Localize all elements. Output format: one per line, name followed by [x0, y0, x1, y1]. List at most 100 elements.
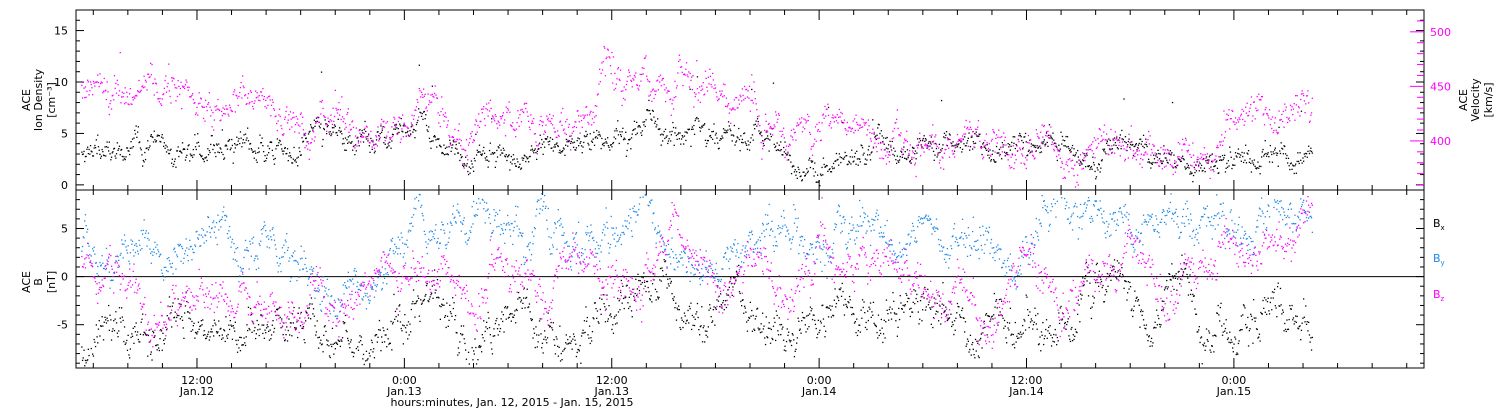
data-point — [214, 322, 216, 324]
data-point — [1128, 133, 1130, 135]
data-point — [1171, 165, 1173, 167]
data-point — [281, 134, 284, 136]
data-point — [1103, 148, 1106, 150]
data-point — [378, 135, 381, 137]
data-point — [754, 329, 756, 331]
data-point — [607, 145, 609, 147]
data-point — [164, 338, 166, 340]
data-point — [923, 135, 925, 137]
data-point — [131, 138, 134, 140]
data-point — [573, 126, 575, 128]
data-point — [959, 314, 961, 316]
data-point — [865, 163, 867, 165]
data-point — [852, 312, 854, 315]
data-point — [1266, 113, 1269, 115]
data-point — [1116, 139, 1119, 142]
data-point — [1178, 158, 1180, 160]
data-point — [128, 354, 130, 356]
data-point — [1203, 157, 1205, 160]
data-point — [557, 130, 559, 132]
data-point — [1218, 156, 1220, 158]
data-point — [242, 344, 244, 346]
data-point — [1169, 153, 1171, 155]
data-point — [848, 126, 851, 128]
data-point — [795, 348, 797, 350]
data-point — [466, 154, 468, 157]
data-point — [313, 119, 315, 121]
data-point — [664, 128, 667, 130]
data-point — [1037, 137, 1040, 139]
data-point — [1192, 181, 1194, 183]
data-point — [736, 273, 738, 275]
data-point — [115, 311, 117, 313]
data-point — [1292, 164, 1294, 166]
data-point — [1044, 335, 1046, 337]
data-point — [123, 326, 126, 328]
data-point — [792, 165, 794, 167]
data-point — [87, 81, 89, 83]
data-point — [804, 174, 806, 177]
data-point — [1091, 150, 1093, 152]
data-point — [210, 331, 212, 333]
data-point — [384, 139, 386, 142]
data-point — [153, 336, 155, 338]
data-point — [379, 132, 381, 135]
data-point — [893, 127, 896, 130]
data-point — [746, 330, 749, 332]
data-point — [1026, 159, 1028, 161]
data-point — [850, 130, 852, 132]
data-point — [907, 297, 909, 299]
data-point — [787, 334, 789, 336]
data-point — [313, 315, 315, 317]
data-point — [261, 95, 263, 97]
data-point — [829, 305, 831, 307]
data-point — [126, 147, 128, 149]
data-point — [722, 128, 725, 130]
data-point — [961, 135, 964, 137]
data-point — [1027, 309, 1029, 311]
data-point — [117, 336, 119, 338]
data-point — [341, 337, 344, 339]
data-point — [473, 353, 475, 355]
data-point — [234, 89, 236, 91]
data-point — [1024, 157, 1027, 159]
data-point — [897, 127, 899, 130]
data-point — [777, 149, 779, 151]
data-point — [260, 314, 263, 316]
data-point — [1072, 168, 1074, 170]
data-point — [1245, 144, 1247, 146]
data-point — [89, 81, 92, 83]
data-point — [450, 150, 452, 152]
data-point — [212, 325, 214, 327]
data-point — [888, 308, 890, 311]
data-point — [429, 101, 431, 104]
data-point — [496, 317, 498, 320]
data-point — [733, 277, 735, 279]
data-point — [309, 149, 311, 151]
data-point — [489, 334, 491, 336]
data-point — [221, 110, 223, 113]
data-point — [733, 124, 735, 127]
data-point — [891, 308, 893, 310]
data-point — [599, 68, 601, 70]
data-point — [200, 154, 202, 157]
data-point — [318, 125, 320, 127]
data-point — [622, 90, 624, 92]
data-point — [879, 132, 881, 135]
data-point — [925, 145, 927, 147]
data-point — [335, 107, 337, 109]
top-panel-frame — [75, 9, 1425, 191]
data-point — [133, 342, 135, 344]
data-point — [793, 165, 795, 167]
data-point — [332, 107, 334, 109]
data-point — [846, 163, 848, 166]
data-point — [1287, 121, 1289, 124]
data-point — [869, 159, 872, 161]
data-point — [265, 99, 267, 101]
data-point — [449, 304, 451, 306]
data-point — [593, 318, 595, 320]
data-point — [963, 143, 965, 145]
data-point — [551, 117, 553, 120]
data-point — [383, 120, 385, 122]
data-point — [535, 326, 537, 328]
